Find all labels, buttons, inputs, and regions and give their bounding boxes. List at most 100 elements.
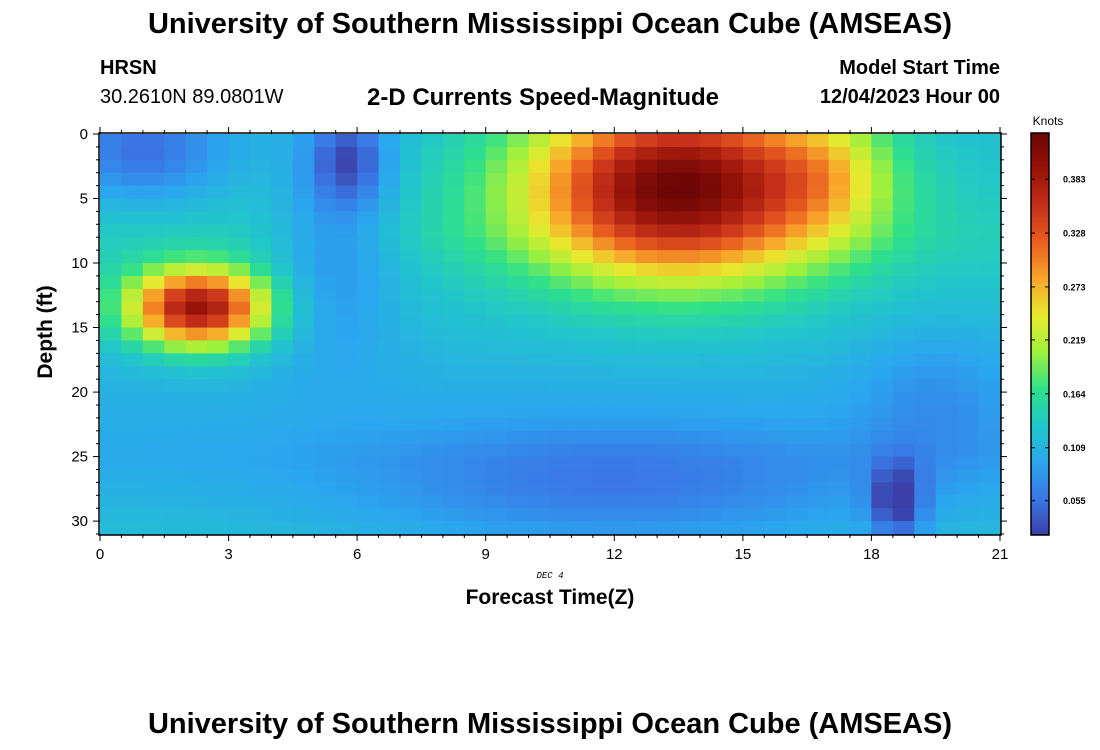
heatmap-cell: [185, 159, 208, 174]
heatmap-cell: [700, 456, 723, 471]
heatmap-cell: [550, 263, 573, 277]
date-label: DEC 4: [536, 571, 563, 581]
heatmap-cell: [764, 275, 787, 290]
heatmap-cell: [700, 211, 723, 225]
heatmap-cell: [121, 314, 144, 329]
heatmap-cell: [678, 521, 701, 535]
heatmap-cell: [721, 327, 744, 342]
heatmap-cell: [207, 417, 230, 432]
heatmap-cell: [550, 275, 573, 290]
heatmap-cell: [678, 172, 701, 187]
heatmap-cell: [657, 327, 680, 342]
x-tick-label: 3: [224, 546, 232, 563]
heatmap-cell: [871, 211, 894, 225]
heatmap-cell: [485, 469, 508, 483]
heatmap-cell: [528, 134, 551, 148]
heatmap-cell: [121, 366, 144, 380]
heatmap-cell: [185, 495, 208, 509]
heatmap-cell: [785, 288, 808, 303]
heatmap-cell: [571, 404, 594, 419]
colorbar-tick-label: 0.383: [1063, 175, 1086, 185]
heatmap-cell: [357, 237, 380, 251]
heatmap-cell: [978, 404, 1001, 419]
heatmap-cell: [400, 469, 423, 483]
heatmap-cell: [550, 482, 573, 496]
heatmap-cell: [892, 379, 915, 393]
heatmap-cell: [592, 275, 615, 290]
heatmap-cell: [807, 456, 830, 471]
x-tick-label: 18: [863, 546, 880, 563]
heatmap-cell: [271, 314, 294, 329]
heatmap-cell: [228, 366, 251, 380]
heatmap-cell: [250, 159, 273, 174]
heatmap-cell: [185, 469, 208, 483]
heatmap-cell: [507, 443, 530, 458]
heatmap-cell: [378, 521, 401, 535]
heatmap-cell: [592, 495, 615, 509]
heatmap-cell: [914, 430, 937, 445]
heatmap-cell: [592, 301, 615, 316]
heatmap-cell: [571, 392, 594, 406]
heatmap-cell: [228, 275, 251, 290]
y-tick-label: 0: [80, 126, 88, 143]
heatmap-cell: [785, 301, 808, 316]
heatmap-cell: [871, 134, 894, 148]
heatmap-cell: [400, 379, 423, 393]
heatmap-cell: [335, 172, 358, 187]
heatmap-cell: [957, 340, 980, 354]
heatmap-cell: [185, 482, 208, 496]
heatmap-cell: [914, 404, 937, 419]
heatmap-cell: [635, 146, 658, 161]
heatmap-cell: [721, 469, 744, 483]
heatmap-cell: [485, 404, 508, 419]
heatmap-cell: [828, 198, 851, 213]
heatmap-cell: [635, 237, 658, 251]
heatmap-cell: [657, 172, 680, 187]
heatmap-cell: [614, 508, 637, 522]
heatmap-cell: [571, 275, 594, 290]
heatmap-cell: [314, 327, 337, 342]
heatmap-cell: [721, 430, 744, 445]
heatmap-cell: [228, 263, 251, 277]
heatmap-cell: [100, 237, 123, 251]
heatmap-cell: [485, 340, 508, 354]
heatmap-cell: [550, 250, 573, 264]
heatmap-cell: [700, 301, 723, 316]
heatmap-cell: [914, 482, 937, 496]
heatmap-cell: [400, 353, 423, 367]
heatmap-cell: [850, 211, 873, 225]
heatmap-cell: [228, 379, 251, 393]
heatmap-cell: [850, 250, 873, 264]
heatmap-cell: [935, 404, 958, 419]
heatmap-cell: [142, 198, 165, 213]
heatmap-cell: [485, 392, 508, 406]
heatmap-cell: [485, 314, 508, 329]
heatmap-cell: [550, 456, 573, 471]
heatmap-cell: [100, 404, 123, 419]
heatmap-cell: [378, 495, 401, 509]
heatmap-cell: [335, 224, 358, 238]
heatmap-cell: [807, 469, 830, 483]
heatmap-cell: [807, 288, 830, 303]
heatmap-cell: [507, 392, 530, 406]
heatmap-cell: [464, 159, 487, 174]
heatmap-cell: [957, 521, 980, 535]
heatmap-cell: [335, 159, 358, 174]
heatmap-cell: [828, 366, 851, 380]
heatmap-cell: [100, 172, 123, 187]
heatmap-cell: [785, 508, 808, 522]
heatmap-cell: [657, 430, 680, 445]
heatmap-cell: [271, 366, 294, 380]
heatmap-cell: [721, 366, 744, 380]
heatmap-cell: [657, 379, 680, 393]
heatmap-cell: [764, 237, 787, 251]
heatmap-cell: [678, 417, 701, 432]
heatmap-cell: [207, 263, 230, 277]
heatmap-cell: [400, 134, 423, 148]
heatmap-cell: [742, 495, 765, 509]
heatmap-cell: [635, 172, 658, 187]
heatmap-cell: [442, 469, 465, 483]
heatmap-cell: [528, 417, 551, 432]
colorbar-label: Knots: [1033, 114, 1064, 128]
heatmap-cell: [250, 469, 273, 483]
